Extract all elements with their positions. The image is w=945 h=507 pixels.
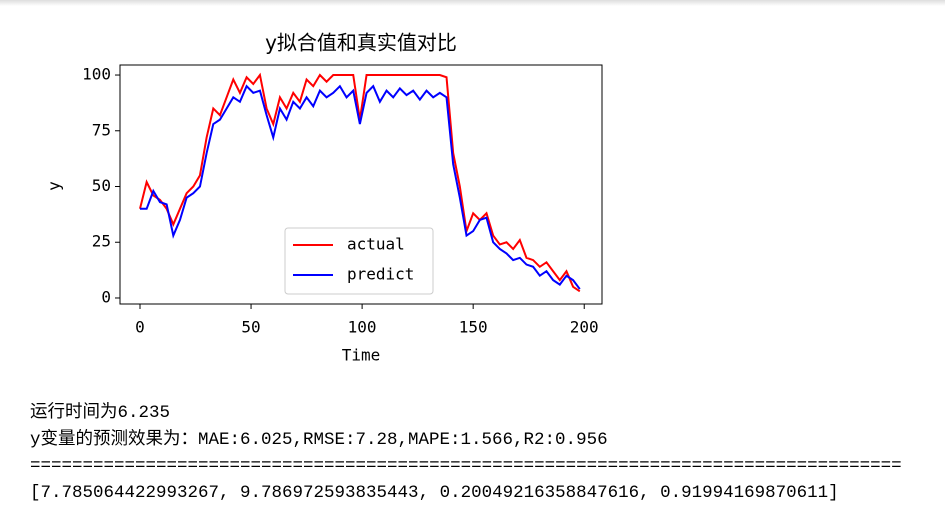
legend: actual predict [284, 227, 434, 295]
x-tick-label: 50 [241, 318, 260, 337]
x-tick-label: 150 [459, 318, 488, 337]
x-tick-label: 200 [570, 318, 599, 337]
output-line: ========================================… [30, 456, 902, 476]
cell-output: 运行时间为6.235 y变量的预测效果为：MAE:6.025,RMSE:7.28,… [30, 400, 902, 506]
y-tick-label: 100 [82, 65, 111, 84]
legend-label: actual [347, 235, 405, 254]
legend-label: predict [347, 265, 414, 284]
y-tick-label: 0 [101, 287, 111, 306]
chart: y拟合值和真实值对比 Time y 0 25 50 75 100 0 50 100 150 200… [45, 31, 603, 365]
plot-frame [119, 64, 603, 305]
y-tick-label: 75 [92, 120, 111, 139]
y-tick-label: 50 [92, 176, 111, 195]
y-axis-label: y [45, 181, 64, 191]
output-line: [7.785064422993267, 9.786972593835443, 0… [30, 482, 839, 503]
y-tick-label: 25 [92, 232, 111, 251]
output-line: 运行时间为6.235 [30, 403, 171, 423]
chart-title: y拟合值和真实值对比 [265, 31, 457, 55]
cell-border [0, 0, 945, 6]
x-tick-label: 100 [348, 318, 377, 337]
x-tick-label: 0 [135, 318, 145, 337]
line-series [139, 84, 581, 290]
x-axis-label: Time [342, 346, 381, 365]
output-line: y变量的预测效果为：MAE:6.025,RMSE:7.28,MAPE:1.566… [30, 429, 608, 450]
